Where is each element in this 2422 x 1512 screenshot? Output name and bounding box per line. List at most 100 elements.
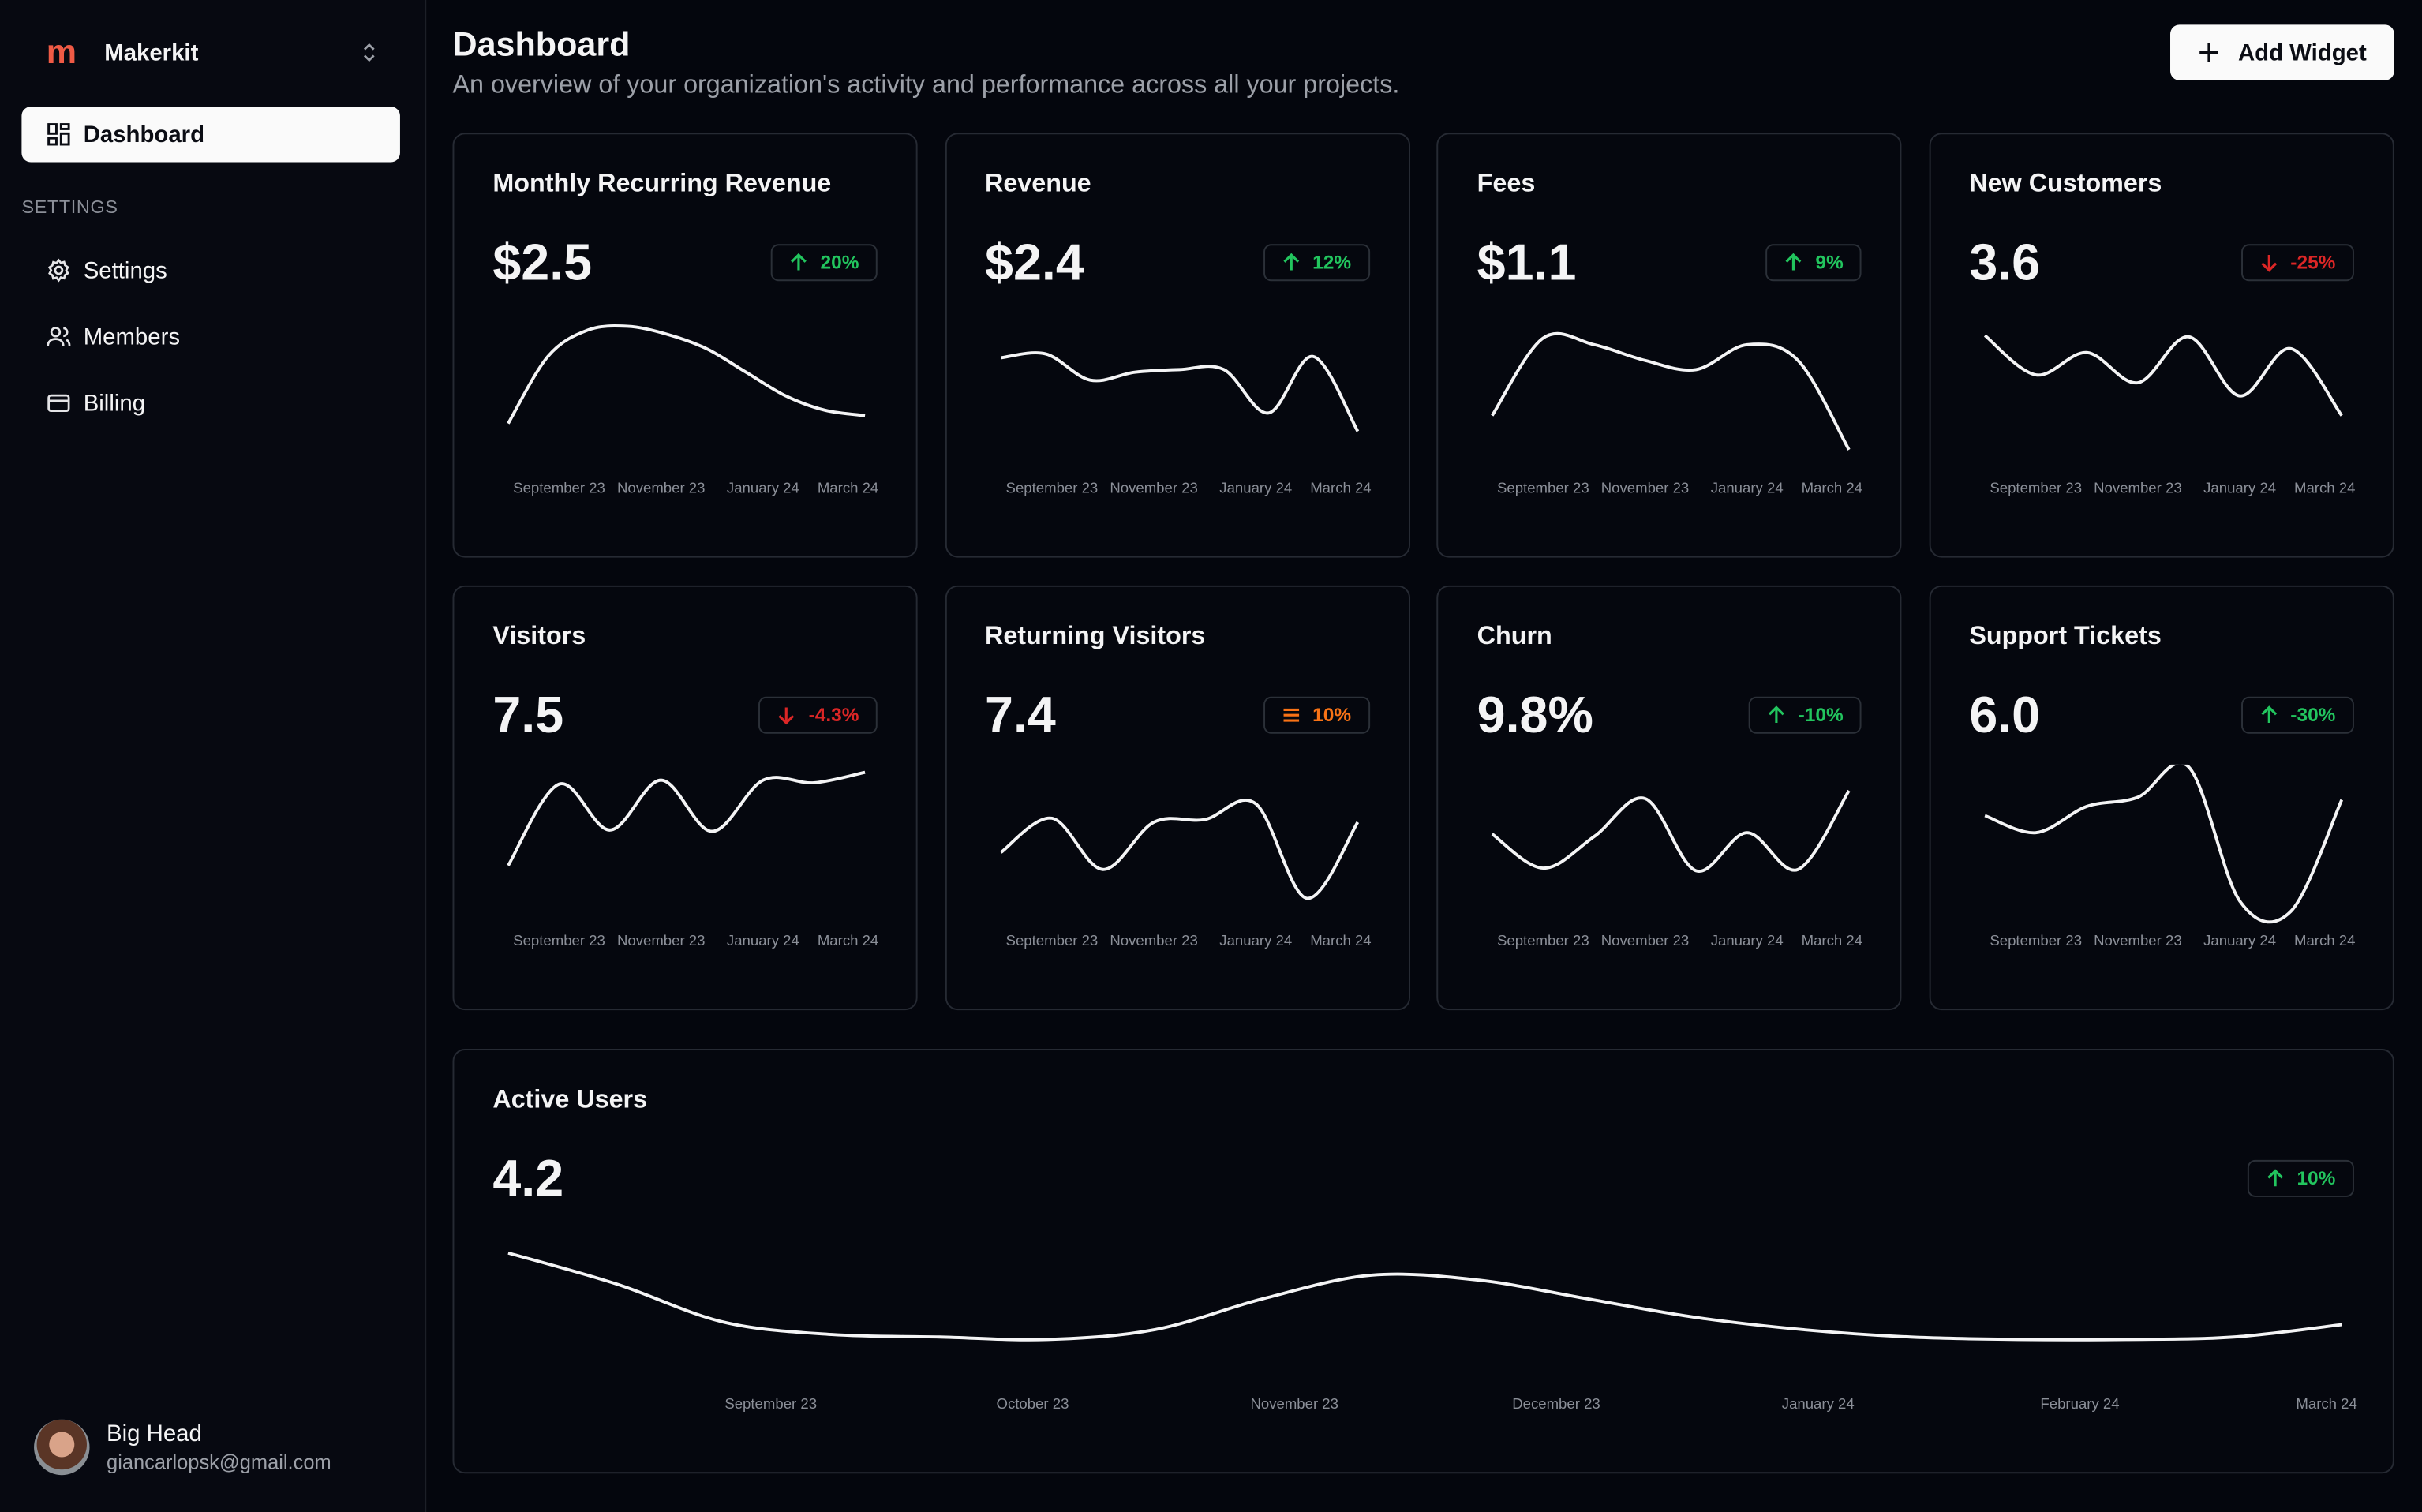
sparkline <box>1000 351 1359 432</box>
trend-icon <box>2260 705 2277 724</box>
x-axis-label: January 24 <box>1219 932 1292 949</box>
line-chart: September 23 November 23 January 24 March 2… <box>1000 351 1371 496</box>
x-axis-label: September 23 <box>1005 932 1098 949</box>
nav-billing[interactable]: Billing <box>21 376 400 431</box>
trend-icon <box>1769 705 1785 724</box>
user-email: giancarlopsk@gmail.com <box>107 1450 331 1474</box>
metric-card: New Customers 3.6 -25% September 23 November… <box>1929 133 2394 558</box>
nav-label: Billing <box>83 390 146 417</box>
user-menu[interactable]: Big Head giancarlopsk@gmail.com <box>34 1419 331 1476</box>
sparkline <box>507 1251 2342 1342</box>
x-axis-label: November 23 <box>1110 932 1198 949</box>
nav-dashboard[interactable]: Dashboard <box>21 107 400 163</box>
x-axis-label: November 23 <box>1601 932 1690 949</box>
change-badge: 20% <box>770 244 878 282</box>
x-axis-label: December 23 <box>1512 1395 1600 1412</box>
card-value: 7.4 <box>985 686 1056 743</box>
trend-arrow <box>2260 705 2277 724</box>
line-chart: September 23 November 23 January 24 March 2… <box>507 770 878 949</box>
logo: m <box>46 32 77 72</box>
x-axis-label: March 24 <box>1309 479 1370 496</box>
x-axis-label: March 24 <box>1802 932 1862 949</box>
change-badge: -10% <box>1749 696 1862 734</box>
x-axis-label: March 24 <box>1802 479 1862 496</box>
x-axis-label: January 24 <box>1219 479 1292 496</box>
change-text: 9% <box>1815 252 1844 274</box>
x-axis-label: September 23 <box>724 1395 817 1412</box>
x-axis-label: September 23 <box>1497 479 1589 496</box>
sparkline <box>1491 331 1851 451</box>
members-icon <box>47 327 71 346</box>
change-badge: 10% <box>1263 696 1370 734</box>
card-title: Visitors <box>492 622 586 651</box>
x-axis-label: January 24 <box>1782 1395 1855 1412</box>
button-label: Add Widget <box>2237 39 2367 66</box>
trend-icon <box>2267 1169 2283 1187</box>
line-chart: September 23 November 23 January 24 March 2… <box>1983 334 2355 496</box>
x-axis-label: September 23 <box>513 932 605 949</box>
card-value: 4.2 <box>492 1149 564 1207</box>
metric-card: Churn 9.8% -10% September 23 November 23 Janu… <box>1436 585 1903 1011</box>
change-badge: -4.3% <box>758 696 878 734</box>
plus-icon <box>2199 43 2218 62</box>
nav-label: Dashboard <box>83 121 205 148</box>
change-text: -30% <box>2290 704 2336 726</box>
cards-grid: Monthly Recurring Revenue $2.5 20% Septembe… <box>452 133 2394 1011</box>
trend-arrow <box>2260 254 2277 272</box>
x-axis-label: October 23 <box>996 1395 1069 1412</box>
trend-arrow <box>1769 705 1785 724</box>
metric-card: Visitors 7.5 -4.3% September 23 November 23 J… <box>452 585 918 1011</box>
card-title: Monthly Recurring Revenue <box>492 170 832 198</box>
metric-card: Support Tickets 6.0 -30% September 23 Novemb… <box>1929 585 2394 1011</box>
x-axis-label: January 24 <box>2203 932 2276 949</box>
card-title: Support Tickets <box>1969 622 2162 651</box>
x-axis-label: November 23 <box>1601 479 1690 496</box>
change-badge: 9% <box>1765 244 1862 282</box>
card-value: 7.5 <box>492 686 564 743</box>
sparkline <box>507 770 866 866</box>
x-axis-label: January 24 <box>727 479 799 496</box>
card-value: $2.5 <box>492 233 593 290</box>
add-widget-button[interactable]: Add Widget <box>2170 24 2394 80</box>
brand-name: Makerkit <box>104 39 199 66</box>
x-axis-label: November 23 <box>617 479 706 496</box>
page-subtitle: An overview of your organization's activ… <box>452 71 1400 99</box>
metric-card: Active Users 4.2 10% September 23 October 23… <box>452 1049 2394 1474</box>
org-switcher[interactable]: m Makerkit <box>46 32 379 72</box>
change-text: -4.3% <box>808 704 859 726</box>
chevrons-icon <box>363 43 375 62</box>
x-axis-label: March 24 <box>2294 932 2355 949</box>
x-axis-label: November 23 <box>1110 479 1198 496</box>
trend-arrow <box>1786 253 1802 271</box>
change-badge: -30% <box>2240 696 2354 734</box>
user-name: Big Head <box>107 1420 202 1447</box>
sparkline <box>1492 789 1851 873</box>
nav-settings[interactable]: Settings <box>21 242 400 298</box>
sparkline <box>1983 334 2343 417</box>
x-axis-label: March 24 <box>818 932 878 949</box>
x-axis-label: September 23 <box>1990 479 2082 496</box>
nav-label: Settings <box>83 256 167 284</box>
change-badge: 12% <box>1263 244 1370 282</box>
x-axis-label: November 23 <box>2094 479 2182 496</box>
trend-icon <box>1282 253 1299 271</box>
sparkline <box>1984 764 2343 924</box>
trend-arrow <box>791 253 807 271</box>
trend-arrow <box>1282 708 1299 722</box>
nav-members[interactable]: Members <box>21 309 400 364</box>
card-value: 3.6 <box>1969 233 2041 290</box>
x-axis-label: March 24 <box>1309 932 1370 949</box>
card-title: New Customers <box>1969 170 2162 198</box>
trend-icon <box>1282 708 1299 722</box>
x-axis-label: February 24 <box>2040 1395 2119 1412</box>
x-axis-label: November 23 <box>2094 932 2182 949</box>
line-chart: September 23 November 23 January 24 March 2… <box>507 324 878 496</box>
metric-card: Revenue $2.4 12% September 23 November 23 Jan… <box>945 133 1410 558</box>
sidebar: m Makerkit Dashboard SETTINGS Settings M… <box>0 0 427 1512</box>
settings-icon <box>48 258 69 283</box>
card-value: 6.0 <box>1969 686 2041 743</box>
card-title: Returning Visitors <box>985 622 1206 651</box>
